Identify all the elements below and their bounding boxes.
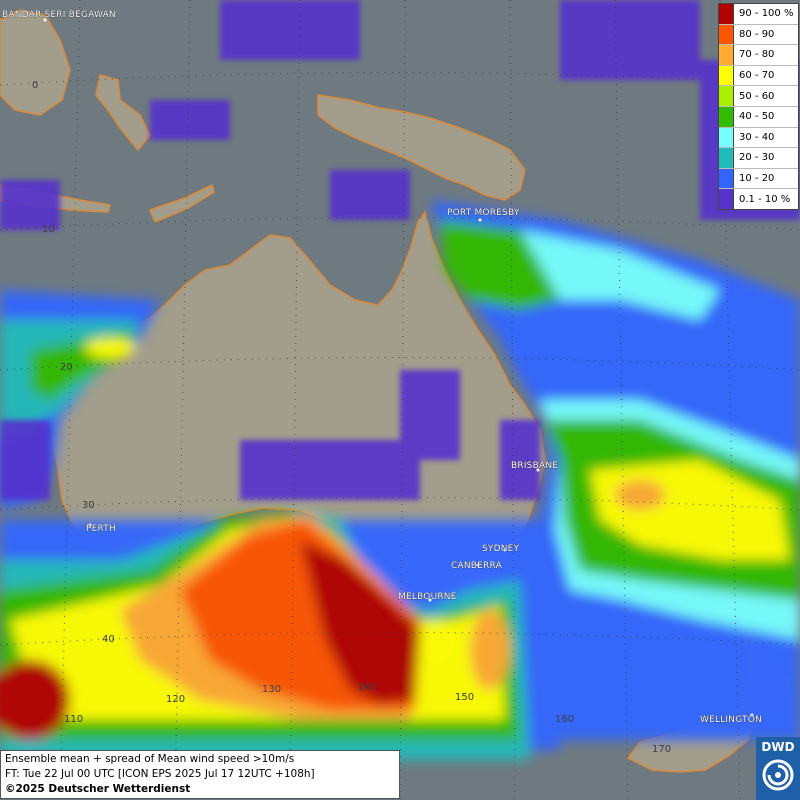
dwd-logo: DWD [756,737,800,800]
city-label-melbourne[interactable]: MELBOURNE [398,592,457,603]
prob-band-cyan-coral [520,230,720,320]
city-label-canberra[interactable]: CANBERRA [451,561,503,572]
grid-label-lon-130: 130 [262,684,281,695]
new-guinea-landmass [317,94,526,201]
dwd-swirl-icon [762,759,794,791]
legend-row: 20 - 30 [719,148,798,169]
legend-row: 80 - 90 [719,24,798,46]
legend-row: 30 - 40 [719,127,798,149]
city-label-wellington[interactable]: WELLINGTON [700,715,762,726]
legend-swatch [719,24,734,45]
legend-swatch [719,4,734,24]
legend-row: 90 - 100 % [719,4,798,25]
grid-label-lat-0: 0 [32,80,38,91]
grid-label-lat-30: 30 [82,500,95,511]
legend-label: 70 - 80 [739,49,775,61]
info-copyright: ©2025 Deutscher Wetterdienst [5,783,191,795]
grid-label-lat-20: 20 [60,362,73,373]
australia-landmass [51,210,546,606]
legend-swatch [719,65,734,86]
legend-label: 80 - 90 [739,28,775,40]
legend-row: 50 - 60 [719,86,798,107]
timor-landmass [148,183,215,224]
legend-label: 40 - 50 [739,111,775,123]
prob-spot-orange-tasman [615,480,665,510]
legend-label: 90 - 100 % [739,8,794,20]
info-box: Ensemble mean + spread of Mean wind spee… [0,750,400,799]
grid-label-lon-170: 170 [652,744,671,755]
grid-label-lon-150: 150 [455,692,474,703]
legend-label: 50 - 60 [739,90,775,102]
legend-label: 10 - 20 [739,173,775,185]
city-label-perth[interactable]: PERTH [86,524,116,535]
legend-row: 10 - 20 [719,168,798,190]
map-legend: 90 - 100 % 80 - 90 70 - 80 60 - 70 50 - 60 40… [718,3,799,210]
prob-spot-orange-bass [470,610,510,690]
wind-probability-field [0,0,800,760]
city-label-port-moresby[interactable]: PORT MORESBY [447,208,520,219]
legend-swatch [719,148,734,168]
legend-label: 30 - 40 [739,131,775,143]
grid-label-lon-120: 120 [166,694,185,705]
legend-swatch [719,168,734,189]
city-label-brisbane[interactable]: BRISBANE [511,461,559,472]
prob-spot-red-west [0,660,70,740]
legend-swatch [719,189,734,209]
grid-label-lon-110: 110 [64,714,83,725]
legend-label: 60 - 70 [739,70,775,82]
grid-label-lat-40: 40 [102,634,115,645]
dwd-logo-text: DWD [761,740,795,754]
prob-spot-yellow-west [85,338,135,358]
prob-band-red-south [300,540,420,705]
legend-row: 0.1 - 10 % [719,189,798,209]
city-label-bandar-seri-begawan[interactable]: BANDAR SERI BEGAWAN [2,10,116,21]
city-label-sydney[interactable]: SYDNEY [482,544,520,555]
info-product-title: Ensemble mean + spread of Mean wind spee… [5,753,295,765]
sulawesi-landmass [95,73,151,152]
grid-label-lon-140: 140 [357,682,376,693]
info-forecast-time: FT: Tue 22 Jul 00 UTC [ICON EPS 2025 Jul… [5,768,315,780]
legend-row: 60 - 70 [719,65,798,87]
grid-labels: 0 10 20 30 40 110 120 130 140 150 160 17… [32,80,671,755]
legend-swatch [719,86,734,106]
city-markers: BANDAR SERI BEGAWAN PORT MORESBY BRISBAN… [2,10,762,726]
legend-swatch [719,106,734,127]
legend-swatch [719,127,734,148]
legend-row: 40 - 50 [719,106,798,128]
grid-label-lat-10: 10 [42,224,55,235]
legend-swatch [719,45,734,65]
borneo-landmass [0,9,71,116]
grid-label-lon-160: 160 [555,714,574,725]
legend-row: 70 - 80 [719,45,798,66]
legend-label: 0.1 - 10 % [739,193,791,205]
legend-label: 20 - 30 [739,152,775,164]
